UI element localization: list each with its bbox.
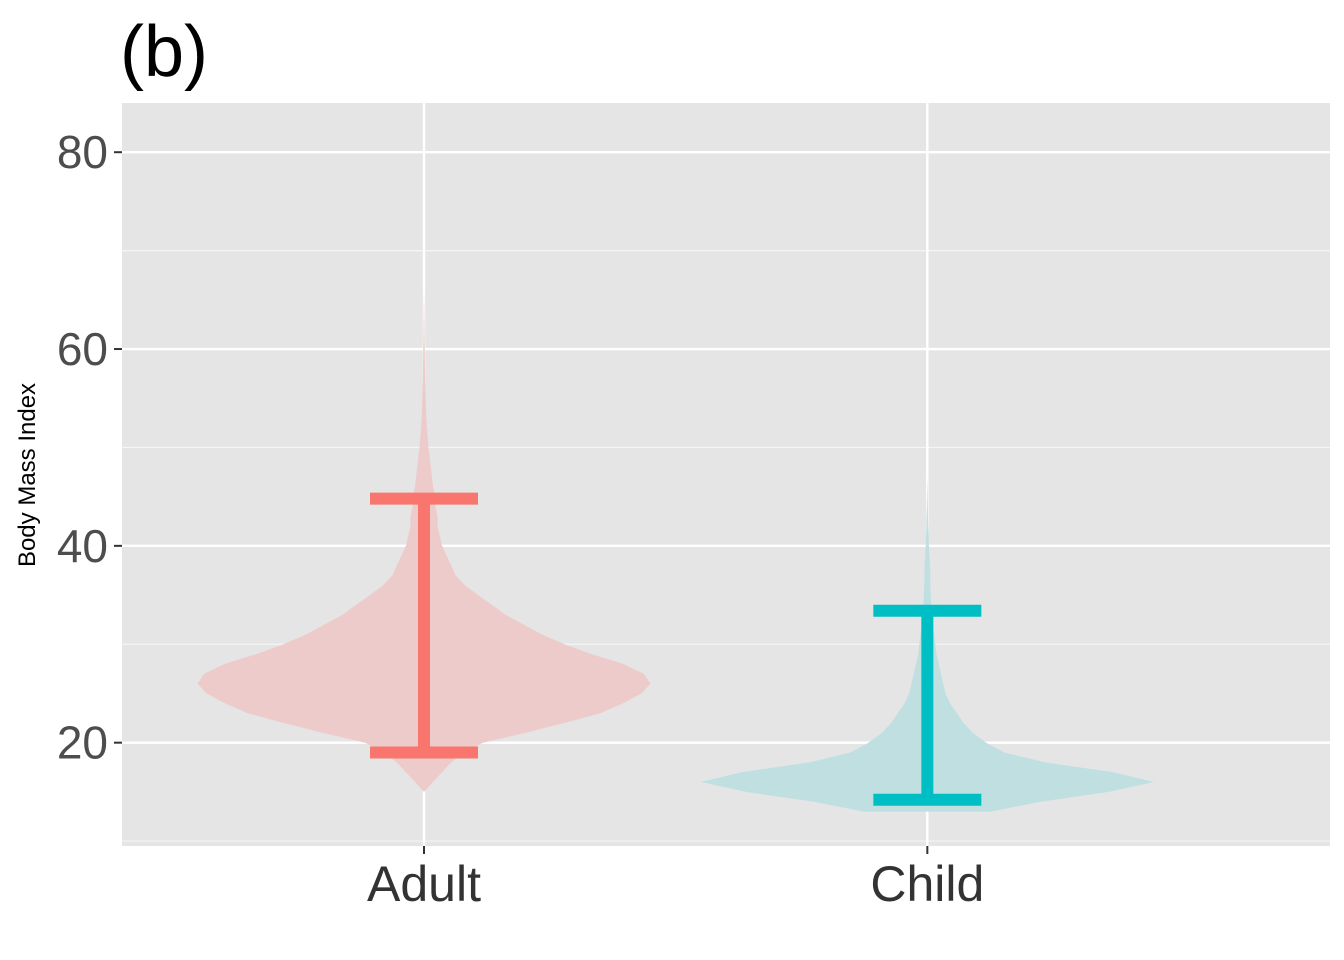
y-axis-title: Body Mass Index (14, 383, 41, 567)
x-axis: Adult Child (367, 846, 984, 912)
x-tick-label-child: Child (870, 856, 984, 912)
y-tick-label: 20 (57, 717, 108, 769)
y-tick-label: 60 (57, 323, 108, 375)
interval-bars (370, 492, 982, 806)
y-tick-label: 80 (57, 126, 108, 178)
y-axis: 20 40 60 80 (57, 126, 122, 769)
chart-title: (b) (120, 12, 208, 92)
y-tick-label: 40 (57, 520, 108, 572)
plot-panel (122, 103, 1330, 846)
x-tick-label-adult: Adult (367, 856, 481, 912)
